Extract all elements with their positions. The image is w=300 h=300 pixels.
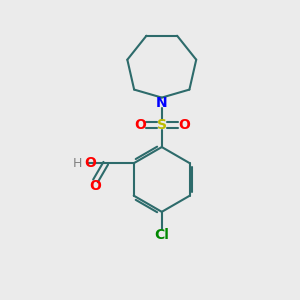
Text: S: S [157,118,167,132]
Text: O: O [89,179,101,193]
Text: N: N [156,96,168,110]
Text: Cl: Cl [154,228,169,242]
Text: O: O [178,118,190,132]
Text: H: H [73,157,83,170]
Text: O: O [85,156,96,170]
Text: O: O [134,118,146,132]
